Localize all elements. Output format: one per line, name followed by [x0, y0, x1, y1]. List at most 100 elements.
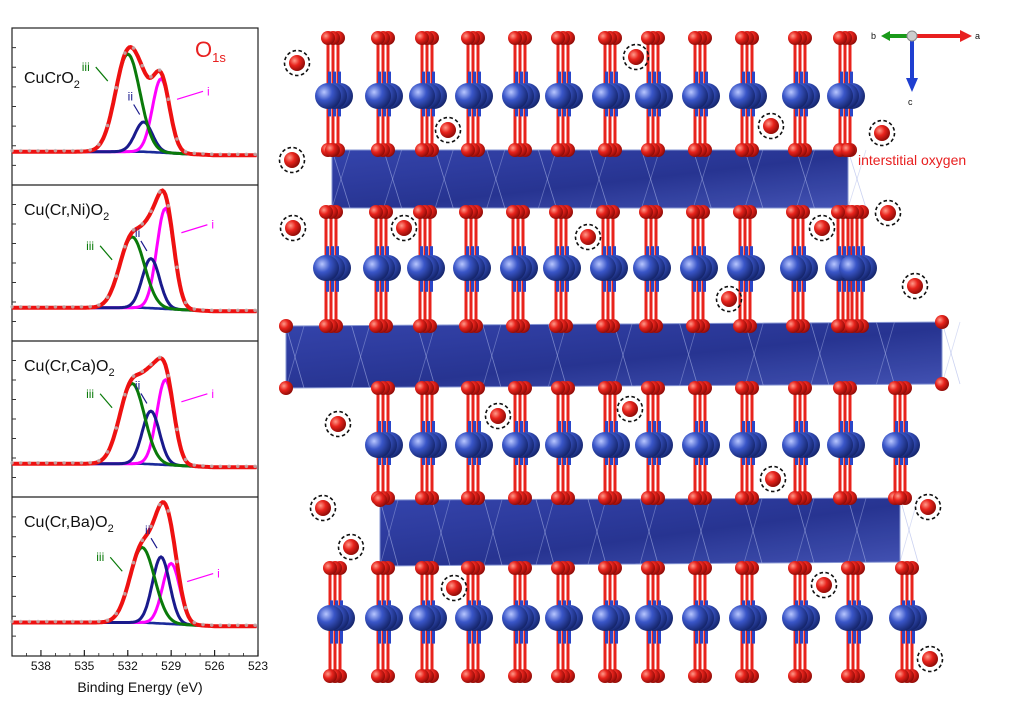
data-point: [79, 619, 84, 624]
x-axis-label: Binding Energy (eV): [77, 679, 202, 695]
fit-component-ii: [12, 409, 257, 469]
oxygen-atom: [788, 669, 802, 683]
cro2-octahedral-layer: [379, 497, 901, 567]
octahedron-edge: [847, 149, 867, 209]
oxygen-atom: [549, 319, 563, 333]
oxygen-atom: [786, 319, 800, 333]
oxygen-atom: [506, 205, 520, 219]
octahedron-edge: [613, 323, 633, 387]
copper-atom: [409, 83, 435, 109]
data-point: [131, 374, 136, 378]
octahedron-edge: [379, 499, 399, 567]
interstitial-marker: [574, 223, 602, 251]
octahedron-edge: [486, 149, 506, 209]
octahedron-edge: [535, 499, 555, 565]
octahedron-edge: [285, 325, 305, 389]
oxygen-atom: [551, 31, 565, 45]
copper-atom: [680, 255, 706, 281]
interstitial-oxygen-atom: [284, 152, 300, 168]
data-point: [140, 63, 145, 68]
x-tick-label: 529: [161, 659, 181, 673]
oxygen-atom: [598, 381, 612, 395]
octahedron-edge: [434, 149, 454, 209]
data-point: [192, 620, 197, 625]
oxygen-atom: [598, 31, 612, 45]
octahedron-edge: [876, 322, 895, 385]
oxygen-atom: [323, 561, 337, 575]
oxygen-atom: [598, 669, 612, 683]
interstitial-oxygen-atom: [330, 416, 346, 432]
oxygen-atom: [369, 319, 383, 333]
oxygen-atom: [735, 381, 749, 395]
data-point: [114, 274, 118, 278]
oxygen-atom: [888, 381, 902, 395]
copper-atom: [365, 605, 391, 631]
data-point: [140, 538, 145, 542]
interstitial-oxygen-atom: [396, 220, 412, 236]
copper-atom: [455, 83, 481, 109]
data-point: [201, 151, 205, 156]
data-point: [18, 460, 23, 465]
octahedron-edge: [483, 499, 503, 566]
copper-atom: [682, 605, 708, 631]
interstitial-oxygen-atom: [763, 118, 779, 134]
oxygen-atom: [735, 669, 749, 683]
octahedron-edge: [641, 149, 660, 209]
data-point: [105, 450, 110, 454]
octahedron-edge: [795, 498, 815, 563]
oxygen-atom: [639, 205, 653, 219]
interstitial-marker: [309, 494, 337, 522]
data-point: [227, 152, 231, 157]
data-point: [166, 509, 171, 513]
peak-label-i: i: [211, 387, 214, 401]
data-point: [27, 619, 32, 624]
b-axis-label: b: [871, 31, 876, 41]
cro2-octahedral-layer: [331, 149, 849, 209]
copper-atom: [782, 605, 808, 631]
oxygen-atom: [688, 561, 702, 575]
copper-atom: [409, 432, 435, 458]
data-point: [97, 619, 101, 624]
oxygen-atom: [845, 319, 859, 333]
oxygen-atom: [325, 143, 339, 157]
data-point: [157, 355, 162, 360]
copper-atom: [455, 432, 481, 458]
copper-atom: [407, 255, 433, 281]
data-point: [36, 619, 40, 624]
oxygen-atom: [371, 143, 385, 157]
data-point: [131, 560, 136, 565]
data-point: [44, 619, 49, 624]
interstitial-oxygen-atom: [816, 577, 832, 593]
oxygen-atom: [735, 143, 749, 157]
copper-atom: [827, 83, 853, 109]
interstitial-marker: [278, 146, 306, 174]
peak-label-iii: iii: [96, 550, 104, 564]
octahedron-edge: [482, 324, 502, 387]
oxygen-atom: [833, 491, 847, 505]
peak-arrow-icon: [109, 556, 123, 572]
data-point: [183, 300, 188, 305]
peak-arrow-icon: [140, 393, 148, 404]
oxygen-atom: [596, 205, 610, 219]
octahedron-edge: [416, 325, 436, 388]
data-point: [209, 308, 214, 312]
octahedron-edge: [899, 497, 919, 563]
copper-atom: [835, 605, 861, 631]
oxygen-atom: [508, 669, 522, 683]
oxygen-atom: [415, 143, 429, 157]
data-point: [123, 392, 127, 397]
octahedron-edge: [538, 149, 557, 209]
oxygen-atom: [788, 31, 802, 45]
data-point: [235, 464, 240, 469]
octahedron-edge: [639, 498, 659, 565]
interstitial-oxygen-atom: [446, 580, 462, 596]
data-point: [218, 623, 223, 627]
x-tick-label: 532: [118, 659, 138, 673]
oxygen-atom: [319, 205, 333, 219]
data-point: [183, 605, 188, 610]
copper-atom: [543, 255, 569, 281]
copper-atom: [729, 605, 755, 631]
octahedron-edge: [847, 498, 867, 563]
octahedron-edge: [847, 498, 867, 563]
